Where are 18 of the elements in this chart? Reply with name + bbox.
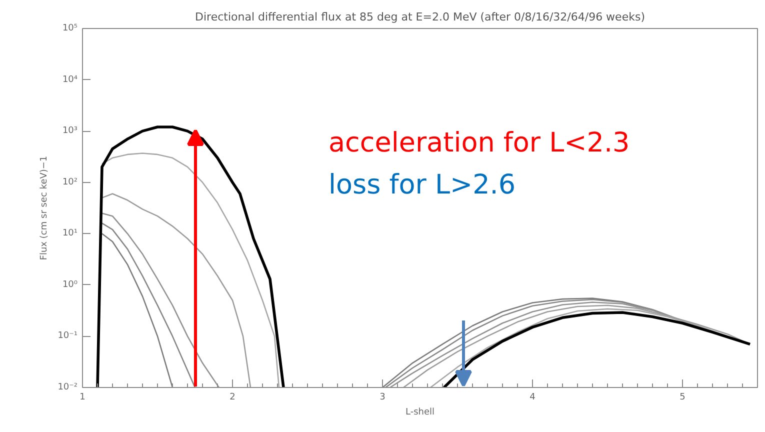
y-tick-label: 10⁵: [62, 24, 78, 34]
x-tick-label: 1: [80, 392, 86, 402]
y-tick-label: 10¹: [62, 228, 78, 239]
y-tick-label: 10²: [62, 177, 78, 188]
y-tick-label: 10³: [62, 126, 78, 136]
x-tick-label: 2: [230, 392, 236, 402]
annotation: loss for L>2.6: [328, 170, 516, 200]
x-tick-label: 5: [680, 392, 686, 402]
x-axis-title: L-shell: [405, 408, 435, 418]
y-tick-label: 10⁴: [62, 74, 78, 85]
y-axis-title: Flux (cm sr sec keV)−1: [40, 156, 50, 260]
y-tick-label: 10⁻²: [58, 382, 78, 392]
y-tick-label: 10⁰: [62, 280, 78, 290]
annotation: acceleration for L<2.3: [328, 128, 630, 158]
y-tick-label: 10⁻¹: [58, 331, 78, 342]
x-tick-label: 4: [530, 392, 536, 402]
x-tick-label: 3: [380, 392, 386, 402]
chart-title: Directional differential flux at 85 deg at E=2.0 MeV (after 0/8/16/32/64/96 weeks): [195, 10, 645, 24]
